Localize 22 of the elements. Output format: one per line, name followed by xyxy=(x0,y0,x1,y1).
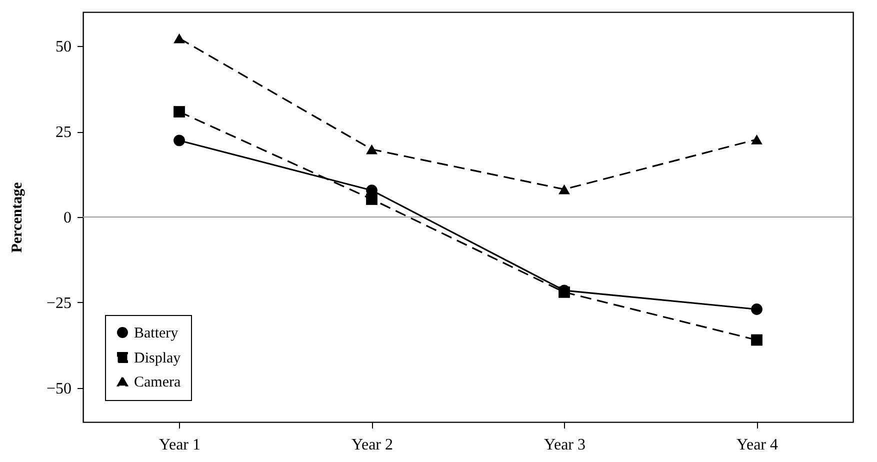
y-tick-label: 50 xyxy=(56,38,72,56)
point xyxy=(558,184,570,194)
x-tick-label: Year 1 xyxy=(159,436,200,454)
legend-label: Camera xyxy=(134,374,181,390)
point xyxy=(174,134,185,146)
point xyxy=(751,134,762,144)
x-tick-label: Year 2 xyxy=(352,436,393,454)
legend-label: Battery xyxy=(134,326,179,342)
point xyxy=(174,33,185,44)
point xyxy=(751,334,762,346)
legend-label: Display xyxy=(134,350,182,366)
y-tick-label: 25 xyxy=(56,124,72,142)
point xyxy=(174,106,185,118)
y-axis-title: Percentage xyxy=(9,182,26,253)
y-tick-label: 0 xyxy=(64,210,72,226)
point xyxy=(751,304,762,315)
y-tick-label: −50 xyxy=(46,380,72,398)
x-tick-label: Year 3 xyxy=(544,436,586,454)
y-tick-label: −25 xyxy=(46,294,72,312)
x-tick-label: Year 4 xyxy=(736,436,778,454)
point xyxy=(366,144,378,154)
point xyxy=(366,194,378,205)
